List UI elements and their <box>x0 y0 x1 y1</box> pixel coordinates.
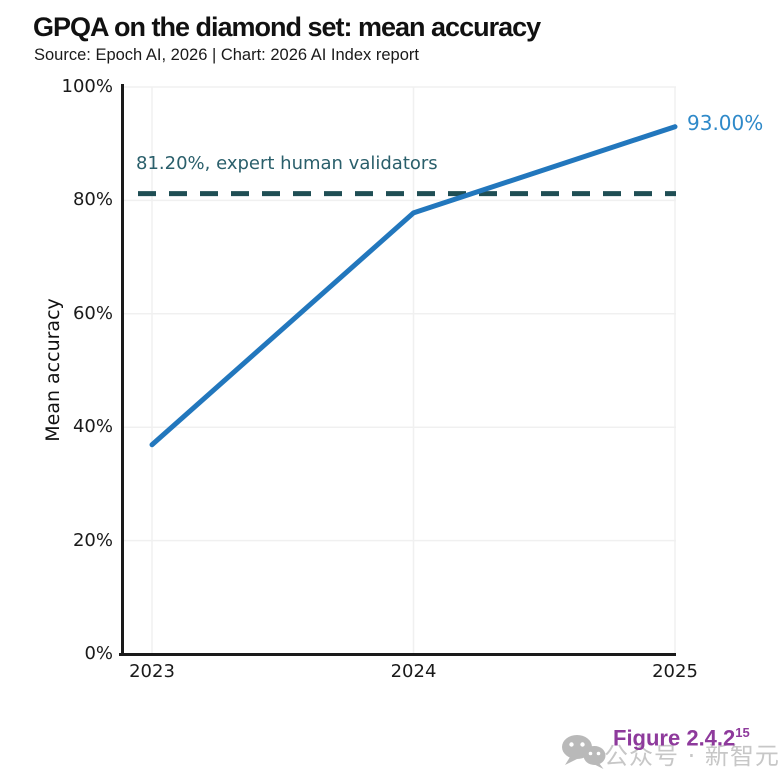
y-tick-label: 40% <box>72 416 113 438</box>
figure-caption: Figure 2.4.215 <box>613 725 750 751</box>
wechat-icon <box>560 733 606 775</box>
x-tick-label: 2025 <box>652 661 698 682</box>
y-tick-label: 80% <box>72 189 113 211</box>
watermark-text: 公众号 · 新智元 <box>604 742 780 770</box>
y-tick-label: 0% <box>84 643 113 664</box>
chart-source-subtitle: Source: Epoch AI, 2026 | Chart: 2026 AI … <box>34 46 419 64</box>
y-tick-label: 100% <box>61 76 113 97</box>
reference-line-label: 81.20%, expert human validators <box>136 153 438 174</box>
y-tick-label: 20% <box>72 529 113 551</box>
y-tick-label: 60% <box>72 302 113 324</box>
figure-caption-label: Figure 2.4.2 <box>613 725 736 751</box>
x-tick-label: 2024 <box>390 661 437 682</box>
y-axis-title: Mean accuracy <box>42 298 64 442</box>
chart-title: GPQA on the diamond set: mean accuracy <box>33 12 541 42</box>
series-end-value-label: 93.00% <box>687 111 764 135</box>
mean-accuracy-line <box>149 124 678 448</box>
x-tick-label: 2023 <box>129 661 175 682</box>
figure-caption-footnote: 15 <box>735 725 750 740</box>
